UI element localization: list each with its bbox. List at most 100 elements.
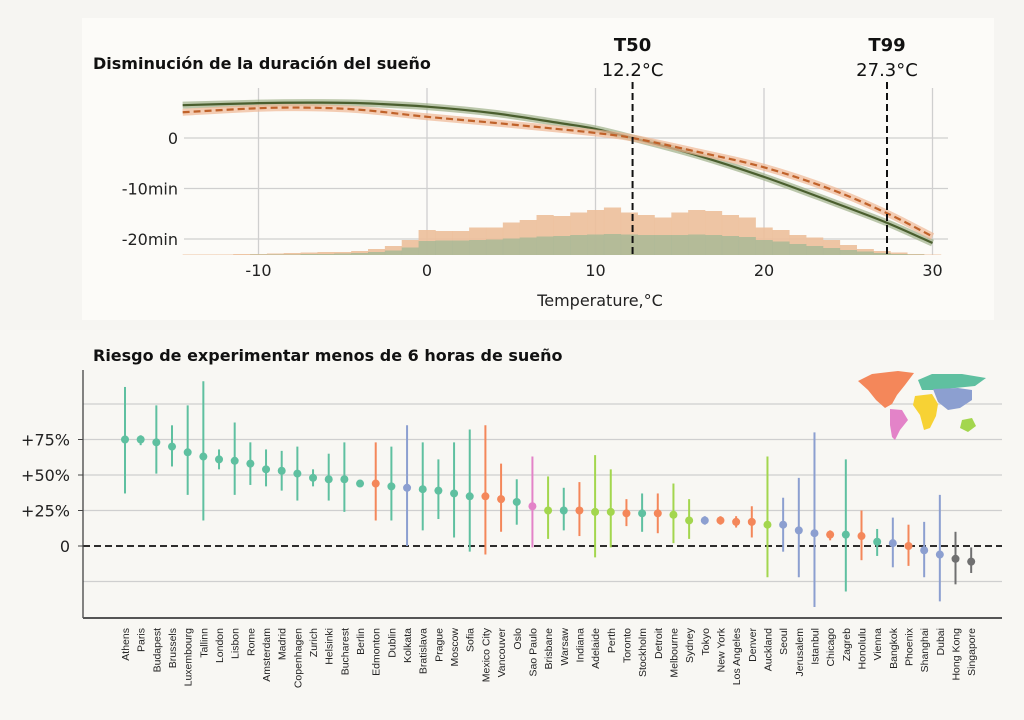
city-label: Jerusalem (794, 628, 806, 677)
data-point (857, 532, 866, 541)
data-point (403, 483, 412, 492)
y-tick-label: +25% (21, 502, 70, 521)
histogram-bar (334, 253, 352, 255)
data-point (967, 557, 976, 566)
city-label: Toronto (621, 628, 633, 663)
city-label: Dubai (935, 628, 947, 655)
data-point (277, 466, 286, 475)
histogram-bar (570, 235, 588, 255)
city-label: Lisbon (230, 628, 242, 659)
data-point (732, 517, 741, 526)
histogram-bar (806, 246, 824, 255)
city-label: Mexico City (480, 627, 492, 682)
data-point (340, 475, 349, 484)
histogram-bar (485, 239, 504, 255)
histogram-bar (384, 250, 403, 255)
city-label: Sofia (465, 628, 477, 652)
histogram-bar (469, 240, 487, 255)
city-label: Denver (747, 628, 759, 662)
city-label: Zurich (308, 628, 320, 657)
histogram-bar (283, 253, 301, 255)
data-point (575, 506, 584, 515)
data-point (700, 516, 709, 525)
data-point (873, 537, 882, 546)
city-label: Zagreb (841, 628, 853, 661)
city-label: Stockholm (637, 628, 649, 677)
y-tick-label: -20min (122, 230, 178, 249)
city-label: Shanghai (919, 628, 931, 672)
histogram-bar (738, 237, 756, 255)
data-point (481, 492, 490, 501)
data-point (309, 473, 318, 482)
city-label: Bucharest (339, 628, 351, 675)
city-label: Moscow (449, 628, 461, 667)
histogram-bar (401, 247, 419, 255)
data-point (152, 438, 161, 447)
city-label: London (214, 628, 226, 663)
histogram-bar (587, 234, 605, 255)
data-point (606, 507, 615, 516)
histogram-bar (216, 254, 234, 255)
histogram-bar (671, 235, 689, 255)
map-asia (933, 388, 972, 410)
histogram-bar (283, 254, 301, 255)
city-label: Phoenix (904, 627, 916, 666)
histogram-bar (536, 236, 554, 255)
threshold-value: 27.3°C (856, 60, 918, 81)
histogram-bar (502, 238, 520, 255)
city-label: Berlin (355, 628, 367, 655)
data-point (324, 475, 333, 484)
city-label: Los Angeles (731, 628, 743, 685)
data-point (450, 489, 459, 498)
data-point (434, 486, 443, 495)
bottom-chart-title: Riesgo de experimentar menos de 6 horas … (93, 346, 563, 365)
city-label: Warsaw (559, 628, 571, 666)
histogram-bar (351, 253, 369, 255)
threshold-label: T50 (614, 35, 651, 56)
data-point (387, 482, 396, 491)
histogram-bar (603, 234, 622, 255)
sleep-duration-chart: Disminución de la duración del sueño T50… (93, 35, 948, 310)
histogram-bar (317, 252, 335, 255)
city-label: Copenhagen (292, 628, 304, 688)
histogram-bar (654, 235, 672, 255)
histogram-bar (688, 234, 706, 255)
data-point (951, 554, 960, 563)
short-sleep-risk-chart: Riesgo de experimentar menos de 6 horas … (21, 346, 1002, 688)
data-point (262, 465, 271, 474)
city-label: Dublin (386, 628, 398, 658)
histogram-bar (182, 254, 200, 255)
top-chart-title: Disminución de la duración del sueño (93, 54, 431, 73)
map-oceania (960, 418, 976, 432)
data-point (591, 507, 600, 516)
city-label: Paris (136, 628, 148, 652)
data-point (904, 542, 913, 550)
map-europe-russia (918, 374, 986, 390)
map-south-america (890, 409, 908, 440)
city-label: Oslo (512, 628, 524, 650)
data-point (183, 448, 192, 457)
data-point (920, 546, 929, 555)
x-tick-label: 10 (585, 261, 605, 280)
histogram-bar (637, 235, 655, 255)
data-point (168, 442, 177, 451)
city-label: Seoul (778, 628, 790, 655)
histogram-bar (890, 254, 908, 255)
city-label: Singapore (966, 628, 978, 676)
histogram-bar (519, 237, 537, 255)
city-label: Kolkata (402, 628, 414, 663)
threshold-label: T99 (868, 35, 905, 56)
top-panel (82, 18, 994, 320)
data-point (685, 516, 694, 525)
data-point (512, 497, 521, 506)
dashed-curve (182, 106, 934, 238)
x-tick-label: -10 (245, 261, 271, 280)
y-tick-label: 0 (60, 537, 70, 556)
histogram-bar (822, 248, 841, 255)
city-label: Istanbul (809, 628, 821, 665)
data-point (497, 495, 506, 504)
threshold-value: 12.2°C (602, 60, 664, 81)
data-point (669, 510, 678, 519)
histogram-bar (755, 240, 773, 255)
